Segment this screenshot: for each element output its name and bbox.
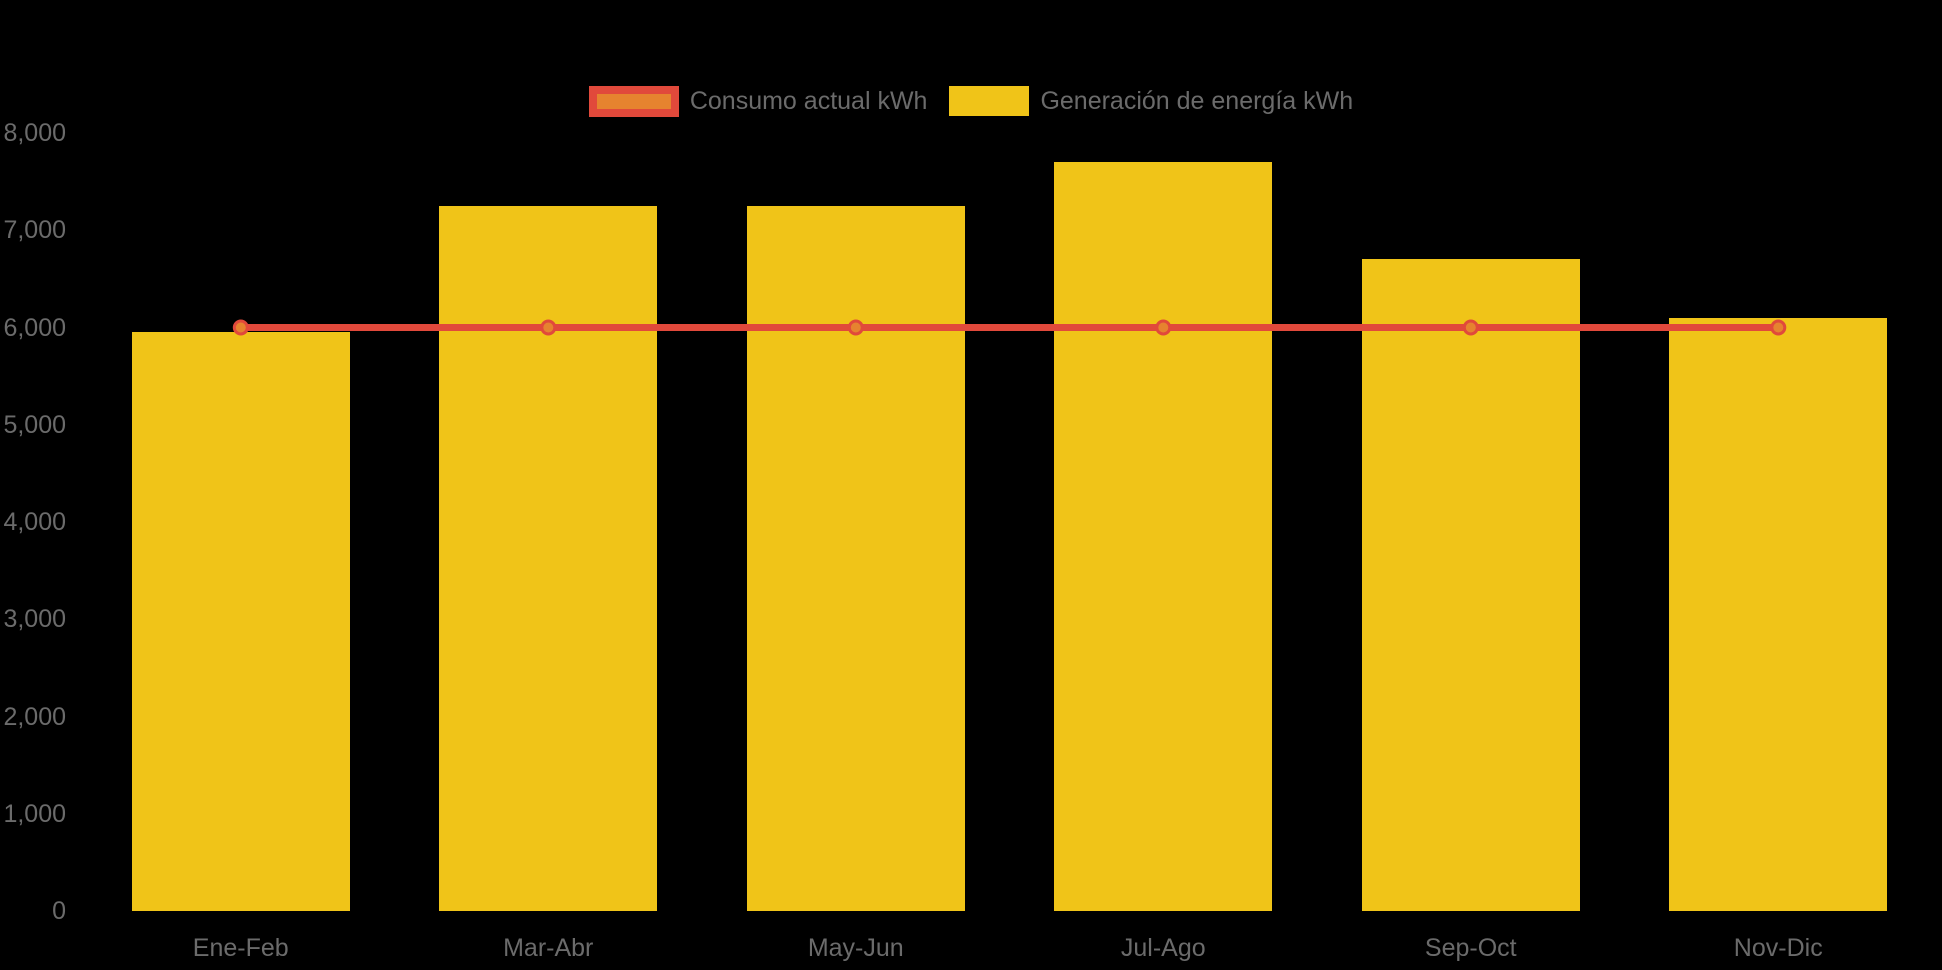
- line-point-jul-ago: [1155, 319, 1172, 336]
- x-tick-label-mar-abr: Mar-Abr: [503, 934, 594, 962]
- y-tick-label-5000: 5,000: [3, 410, 66, 439]
- bar-jul-ago: [1054, 162, 1273, 911]
- plot-area: [87, 133, 1932, 911]
- bar-nov-dic: [1669, 317, 1888, 911]
- y-tick-label-1000: 1,000: [3, 799, 66, 828]
- legend-item-consumo-actual[interactable]: Consumo actual kWh: [588, 85, 928, 117]
- x-tick-label-nov-dic: Nov-Dic: [1733, 934, 1823, 962]
- bar-ene-feb: [131, 332, 350, 911]
- y-tick-label-7000: 7,000: [3, 216, 66, 245]
- line-series-swatch: [588, 85, 679, 117]
- x-tick-label-ene-feb: Ene-Feb: [192, 934, 289, 962]
- legend-item-generacion-energia[interactable]: Generación de energía kWh: [949, 86, 1353, 116]
- legend: Consumo actual kWh Generación de energía…: [0, 85, 1942, 117]
- x-tick-label-jul-ago: Jul-Ago: [1120, 934, 1206, 962]
- y-tick-label-2000: 2,000: [3, 702, 66, 731]
- y-tick-label-6000: 6,000: [3, 313, 66, 342]
- line-point-may-jun: [847, 319, 864, 336]
- y-tick-label-3000: 3,000: [3, 605, 66, 634]
- line-point-ene-feb: [232, 319, 249, 336]
- y-tick-label-8000: 8,000: [3, 119, 66, 147]
- y-tick-label-0: 0: [52, 897, 66, 925]
- legend-label-generacion-energia: Generación de energía kWh: [1040, 86, 1354, 115]
- line-series: [232, 319, 1787, 336]
- legend-label-consumo-actual: Consumo actual kWh: [689, 86, 928, 115]
- y-tick-label-4000: 4,000: [3, 508, 66, 536]
- x-tick-label-sep-oct: Sep-Oct: [1424, 934, 1517, 962]
- line-point-sep-oct: [1462, 319, 1479, 336]
- x-tick-label-may-jun: May-Jun: [807, 934, 904, 962]
- line-point-mar-abr: [540, 319, 557, 336]
- line-point-nov-dic: [1770, 319, 1787, 336]
- y-axis: 0 1,000 2,000 3,000 4,000 5,000 6,000 7,000 8,00…: [0, 0, 66, 970]
- bar-sep-oct: [1361, 259, 1580, 911]
- bar-series-swatch: [949, 86, 1030, 116]
